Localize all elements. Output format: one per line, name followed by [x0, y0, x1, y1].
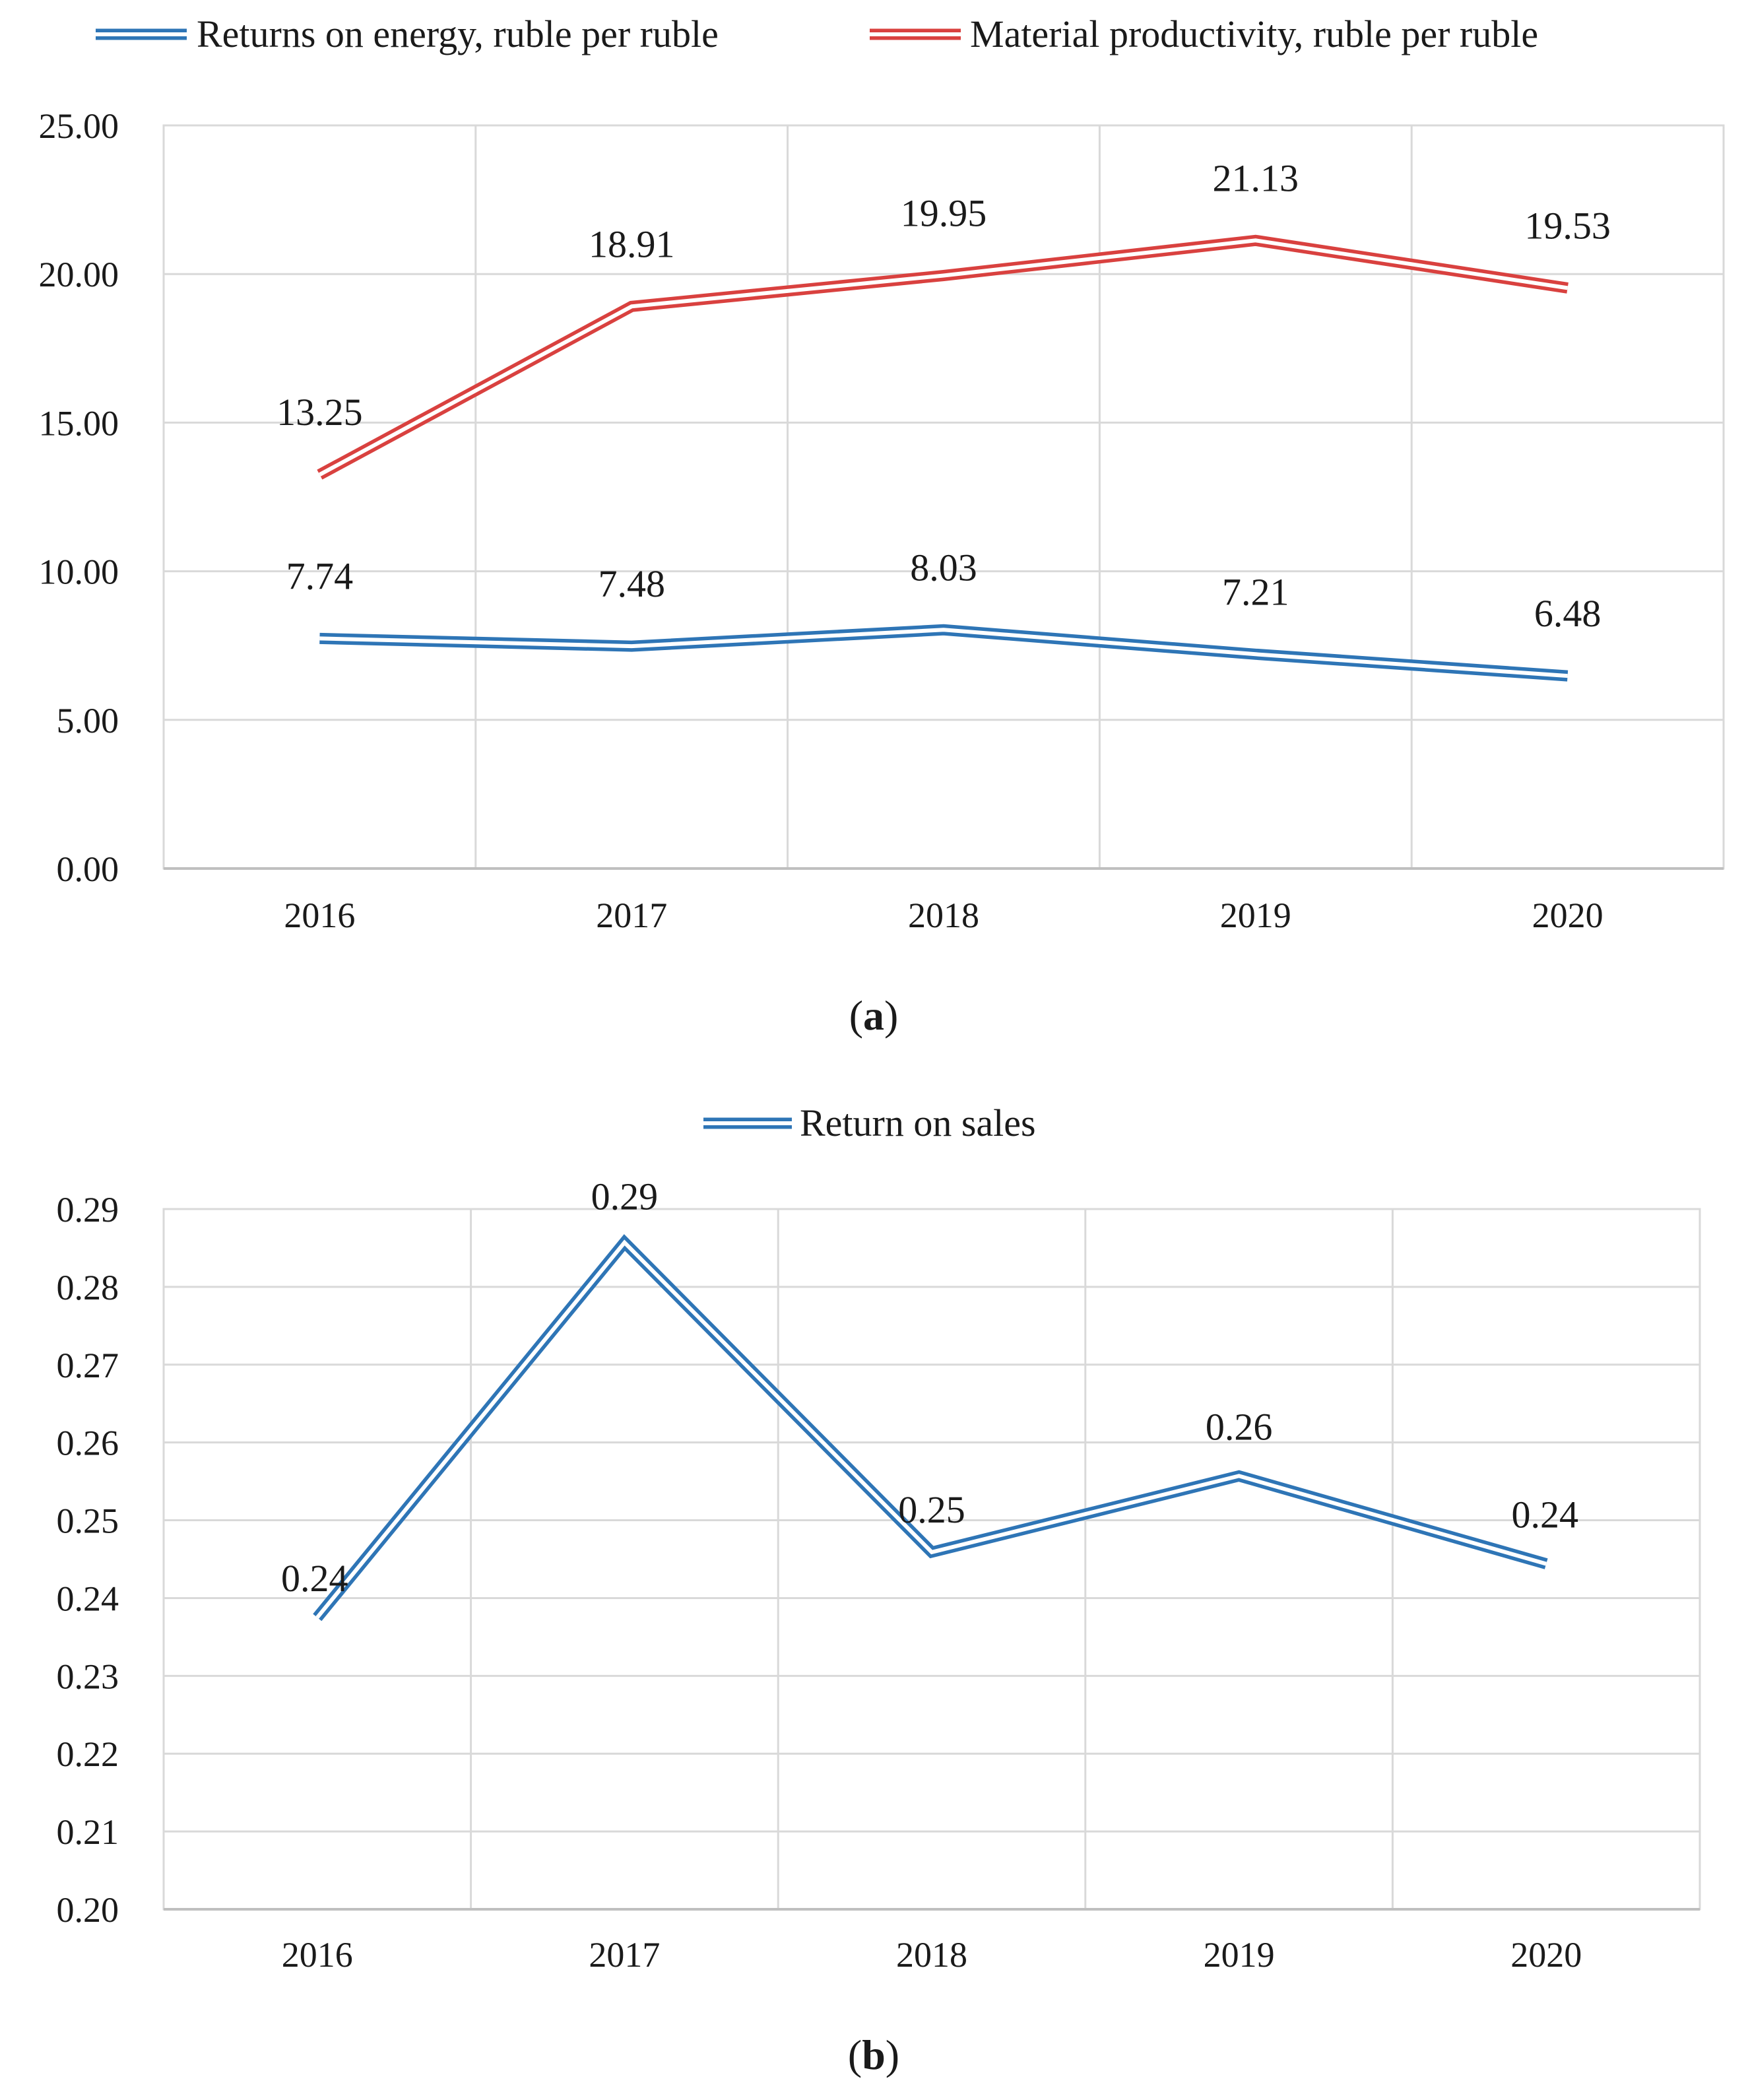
y-tick-label: 0.23	[57, 1657, 119, 1696]
caption-open-paren: (	[849, 992, 863, 1039]
caption-letter: b	[862, 2031, 886, 2078]
panel-caption: (b)	[848, 2031, 899, 2078]
data-label: 6.48	[1534, 592, 1602, 635]
x-tick-label: 2020	[1510, 1935, 1582, 1975]
data-label: 0.24	[281, 1557, 348, 1600]
data-label: 8.03	[910, 546, 977, 589]
x-tick-label: 2016	[282, 1935, 353, 1975]
x-tick-label: 2019	[1220, 896, 1291, 935]
data-label: 7.48	[598, 562, 665, 605]
data-label: 0.26	[1206, 1405, 1273, 1448]
y-tick-label: 5.00	[57, 701, 119, 740]
data-label: 19.95	[901, 191, 987, 234]
y-tick-label: 0.29	[57, 1190, 119, 1230]
caption-open-paren: (	[848, 2031, 862, 2078]
legend-entry: Return on sales	[800, 1101, 1036, 1144]
plot-area	[164, 125, 1724, 869]
y-tick-label: 0.27	[57, 1346, 119, 1385]
chart-panel-b: 0.20 0.21 0.22 0.23 0.24 0.25 0.26 0.27 0.28 0.29…	[57, 1101, 1700, 2078]
y-tick-label: 0.24	[57, 1579, 119, 1618]
data-label: 0.29	[591, 1175, 659, 1218]
caption-close-paren: )	[886, 2031, 899, 2078]
x-tick-label: 2020	[1532, 896, 1603, 935]
y-tick-label: 0.20	[57, 1890, 119, 1930]
y-tick-label: 0.22	[57, 1734, 119, 1774]
x-tick-label: 2017	[596, 896, 667, 935]
x-tick-label: 2018	[908, 896, 979, 935]
x-tick-label: 2019	[1204, 1935, 1275, 1975]
caption-letter: a	[863, 992, 884, 1039]
data-label: 18.91	[589, 222, 675, 265]
plot-area	[164, 1209, 1700, 1909]
data-label: 13.25	[276, 391, 363, 434]
data-label: 0.25	[898, 1488, 965, 1531]
data-label: 7.21	[1222, 570, 1289, 613]
y-tick-label: 0.21	[57, 1812, 119, 1852]
caption-close-paren: )	[884, 992, 898, 1039]
y-tick-label: 20.00	[39, 255, 119, 294]
y-tick-label: 25.00	[39, 106, 119, 146]
series-line-1-inner	[319, 630, 1567, 676]
series-line-1-inner	[317, 1243, 1546, 1618]
x-tick-label: 2017	[589, 1935, 660, 1975]
chart-panel-a: 0.00 5.00 10.00 15.00 20.00 25.00 2016 2017 2018…	[39, 13, 1724, 1039]
y-tick-label: 0.26	[57, 1424, 119, 1463]
data-label: 0.24	[1511, 1493, 1578, 1536]
y-tick-label: 10.00	[39, 552, 119, 592]
series-line-1-outer	[319, 630, 1567, 676]
legend-entry: Material productivity, ruble per ruble	[970, 13, 1538, 55]
y-tick-label: 0.28	[57, 1268, 119, 1307]
series-line-1	[317, 1243, 1546, 1618]
x-tick-label: 2018	[896, 1935, 967, 1975]
series-line-1	[319, 630, 1567, 676]
y-tick-label: 15.00	[39, 403, 119, 443]
series-line-1-outer	[317, 1243, 1546, 1618]
data-label: 19.53	[1524, 204, 1611, 247]
x-tick-label: 2016	[284, 896, 355, 935]
legend-entry: Returns on energy, ruble per ruble	[197, 13, 719, 55]
panel-caption: (a)	[849, 992, 899, 1039]
y-tick-label: 0.25	[57, 1501, 119, 1541]
data-label: 21.13	[1213, 156, 1299, 199]
y-tick-label: 0.00	[57, 849, 119, 889]
data-label: 7.74	[286, 554, 354, 597]
